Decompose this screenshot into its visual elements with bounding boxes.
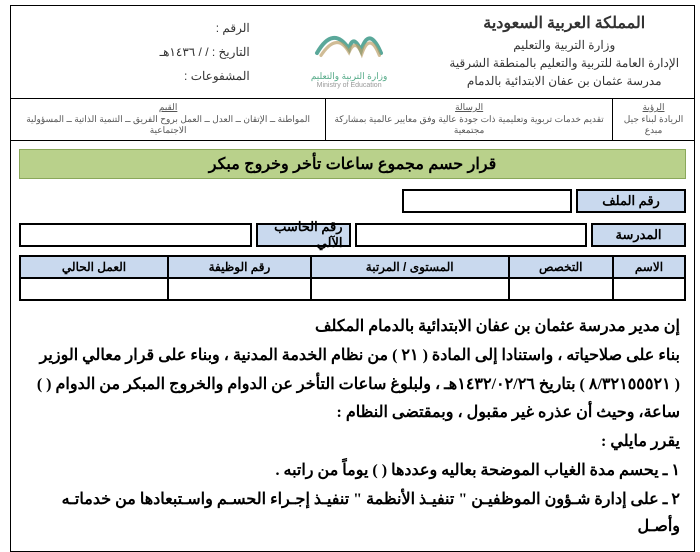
cell-jobno[interactable] [168,278,311,300]
body-l3: ( ٨/٣٢١٥٥٥٢١ ) بتاريخ ١٤٣٢/٠٢/٢٦هـ ، ولب… [25,371,680,425]
school-label: المدرسة [591,223,686,247]
computer-no-label: رقم الحاسب الآلي [256,223,351,247]
values-cell: القيم المواطنة ــ الإتقان ــ العدل ــ ال… [11,99,325,140]
attachments-label: المشفوعات : [25,64,250,88]
date-value: / / ١٤٣٦هـ [160,45,209,59]
table-row [20,278,685,300]
col-jobno: رقم الوظيفة [168,256,311,278]
ministry-name: وزارة التربية والتعليم [438,36,690,54]
cell-curjob[interactable] [20,278,168,300]
doc-meta: الرقم : التاريخ : / / ١٤٣٦هـ المشفوعات : [11,6,264,98]
vision-title: الرؤية [617,102,690,114]
message-cell: الرسالة تقديم خدمات تربوية وتعليمية ذات … [325,99,612,140]
computer-no-field[interactable] [19,223,252,247]
logo-sub: Ministry of Education [317,82,382,89]
mission-row: الرؤية الريادة لبناء جيل مبدع الرسالة تق… [11,99,694,141]
date-line: التاريخ : / / ١٤٣٦هـ [25,40,250,64]
gov-header: المملكة العربية السعودية وزارة التربية و… [434,6,694,98]
school-field[interactable] [355,223,588,247]
school-row: المدرسة رقم الحاسب الآلي [11,221,694,249]
file-no-field[interactable] [402,189,572,213]
decision-title: قرار حسم مجموع ساعات تأخر وخروج مبكر [19,149,686,179]
decision-body: إن مدير مدرسة عثمان بن عفان الابتدائية ب… [11,305,694,551]
cell-level[interactable] [311,278,509,300]
school-name: مدرسة عثمان بن عفان الابتدائية بالدمام [438,72,690,90]
date-label: التاريخ : [212,45,250,59]
col-curjob: العمل الحالي [20,256,168,278]
file-no-row: رقم الملف [11,187,694,215]
col-level: المستوى / المرتبة [311,256,509,278]
values-text: المواطنة ــ الإتقان ــ العدل ــ العمل بر… [15,114,321,137]
ref-number-label: الرقم : [25,16,250,40]
file-no-label: رقم الملف [576,189,686,213]
message-text: تقديم خدمات تربوية وتعليمية ذات جودة عال… [330,114,608,137]
vision-cell: الرؤية الريادة لبناء جيل مبدع [612,99,694,140]
ministry-logo-icon [309,16,389,69]
col-spec: التخصص [509,256,613,278]
cell-name[interactable] [613,278,685,300]
message-title: الرسالة [330,102,608,114]
body-l6: ٢ ـ على إدارة شـؤون الموظفيـن " تنفيـذ ا… [25,486,680,540]
logo-caption: وزارة التربية والتعليم [311,71,388,82]
admin-name: الإدارة العامة للتربية والتعليم بالمنطقة… [438,54,690,72]
country-name: المملكة العربية السعودية [438,12,690,36]
logo-block: وزارة التربية والتعليم Ministry of Educa… [264,6,435,98]
info-table: الاسم التخصص المستوى / المرتبة رقم الوظي… [19,255,686,301]
cell-spec[interactable] [509,278,613,300]
body-l5: ١ ـ يحسم مدة الغياب الموضحة بعاليه وعدده… [25,457,680,484]
document-page: المملكة العربية السعودية وزارة التربية و… [10,5,695,552]
body-l1: إن مدير مدرسة عثمان بن عفان الابتدائية ب… [25,313,680,340]
body-l4: يقرر مايلي : [25,428,680,455]
body-l2: بناء على صلاحياته ، واستنادا إلى المادة … [25,342,680,369]
col-name: الاسم [613,256,685,278]
header: المملكة العربية السعودية وزارة التربية و… [11,6,694,99]
values-title: القيم [15,102,321,114]
vision-text: الريادة لبناء جيل مبدع [617,114,690,137]
